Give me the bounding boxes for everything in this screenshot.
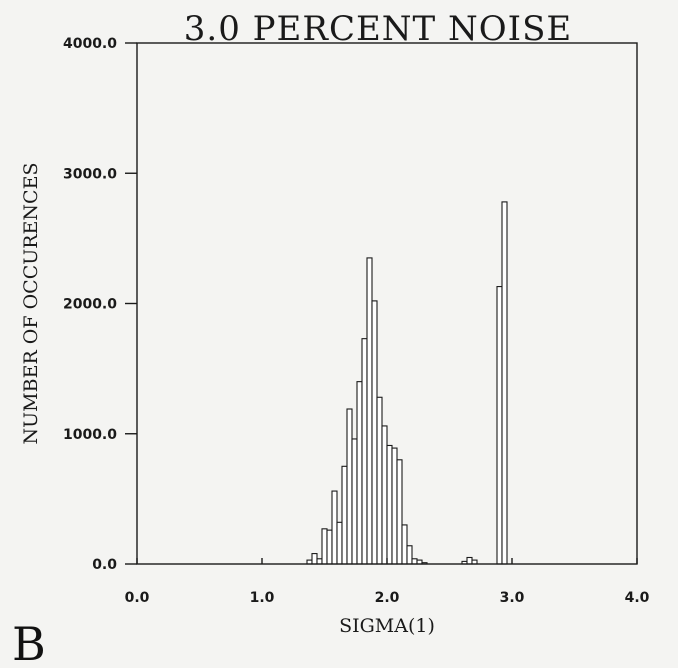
histogram-bar xyxy=(401,524,408,565)
histogram-bar xyxy=(366,257,373,565)
x-tick-label: 2.0 xyxy=(375,590,400,606)
histogram-bar xyxy=(391,447,398,565)
histogram-bar xyxy=(356,381,363,565)
histogram-bar xyxy=(501,201,508,565)
x-tick-label: 0.0 xyxy=(125,590,150,606)
histogram-bar xyxy=(336,521,343,565)
histogram-bar xyxy=(346,408,353,565)
histogram-bar xyxy=(466,556,473,565)
plot-frame xyxy=(136,42,638,565)
y-axis-label: NUMBER OF OCCURENCES xyxy=(20,163,42,445)
histogram-bar xyxy=(321,528,328,565)
histogram-bar xyxy=(396,459,403,565)
histogram-bar xyxy=(326,529,333,565)
histogram-bar xyxy=(371,300,378,565)
y-tick-label: 1000.0 xyxy=(63,427,117,443)
bars-group xyxy=(306,201,508,565)
panel-label: B xyxy=(12,617,46,668)
x-tick-label: 3.0 xyxy=(500,590,525,606)
y-tick-label: 3000.0 xyxy=(63,166,117,182)
x-axis-label: SIGMA(1) xyxy=(339,615,435,637)
histogram-bar xyxy=(411,558,418,565)
histogram-bar xyxy=(351,438,358,565)
histogram-bar xyxy=(316,558,323,565)
histogram-bar xyxy=(331,490,338,565)
y-tick-label: 2000.0 xyxy=(63,297,117,313)
histogram-bar xyxy=(341,465,348,565)
y-tick-label: 0.0 xyxy=(92,557,117,573)
histogram-bar xyxy=(376,396,383,565)
y-tick-label: 4000.0 xyxy=(63,36,117,52)
histogram-bar xyxy=(496,286,503,565)
histogram-bar xyxy=(381,425,388,565)
histogram-bar xyxy=(406,545,413,565)
x-tick-label: 1.0 xyxy=(250,590,275,606)
histogram-bar xyxy=(386,444,393,565)
histogram-bar xyxy=(361,338,368,565)
x-tick-label: 4.0 xyxy=(625,590,650,606)
histogram-bar xyxy=(311,553,318,565)
